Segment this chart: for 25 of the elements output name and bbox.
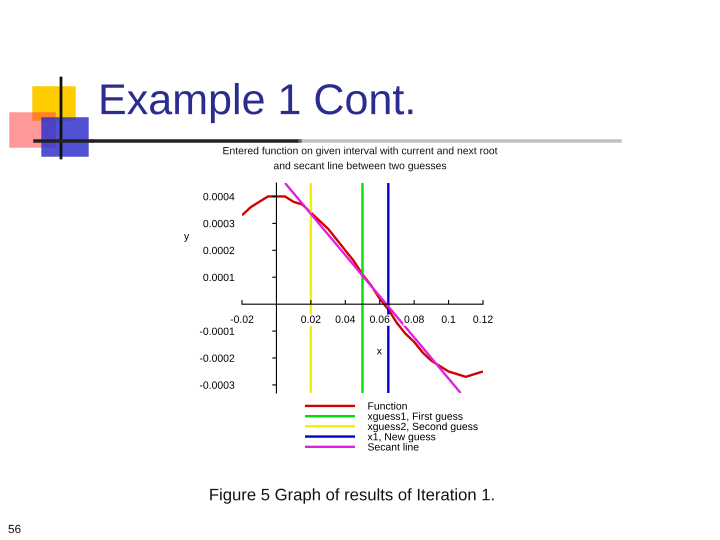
y-tick-label: 0.0002 <box>203 246 234 254</box>
x-tick-label: 0.12 <box>473 316 493 323</box>
y-tick-label: 0.0004 <box>203 192 234 200</box>
y-tick-label: 0.0003 <box>203 220 234 228</box>
y-tick-label: 0.0001 <box>203 274 234 282</box>
x-tick-label: 0.1 <box>442 316 456 323</box>
legend-label: Secant line <box>368 442 419 451</box>
caption: Figure 5 Graph of results of Iteration 1. <box>210 488 494 504</box>
legend-label: x1, New guess <box>368 433 436 442</box>
x-tick-label: 0.08 <box>404 316 424 323</box>
legend-label: xguess1, First guess <box>368 412 463 422</box>
legend-label: Function <box>368 402 407 410</box>
y-tick-label: -0.0003 <box>200 381 234 389</box>
text: 56 <box>8 524 21 534</box>
x-tick-label: 0.06 <box>370 316 390 323</box>
legend-label: xguess2, Second guess <box>368 422 478 432</box>
x-tick-label: 0.04 <box>336 316 356 323</box>
y-tick-label: -0.0002 <box>200 354 234 362</box>
x-axis-title: x <box>376 348 382 354</box>
x-tick-label: -0.02 <box>230 316 254 323</box>
chart-subtitle: Entered function on given interval with current and next root and secant line between two guesses <box>223 146 498 172</box>
y-axis-title: y <box>184 234 190 242</box>
chart-title: Example 1 Cont. <box>102 82 412 124</box>
x-tick-label: 0.02 <box>301 316 320 323</box>
y-tick-label: -0.0001 <box>200 328 234 335</box>
